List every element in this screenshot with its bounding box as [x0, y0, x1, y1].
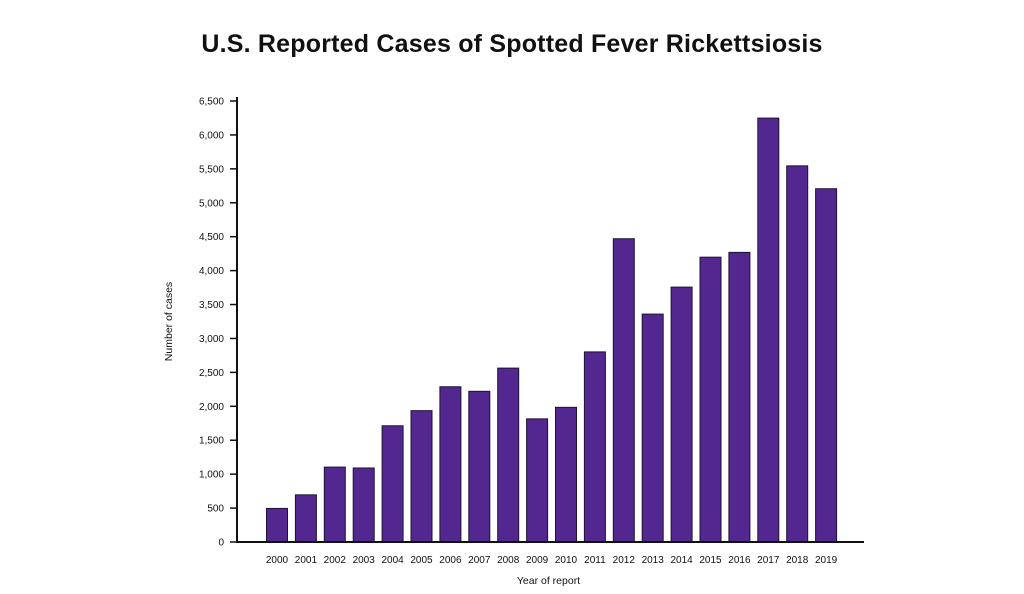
bar-2003	[352, 467, 375, 543]
x-tick-label: 2006	[439, 555, 462, 566]
x-axis: 2000 2001 2002 2003 2004 2005 2006 2007 2008 2009…	[237, 541, 864, 566]
x-tick-label: 2012	[613, 555, 636, 566]
bar-2015	[699, 256, 722, 543]
bar-2001	[294, 494, 317, 543]
bar-2014	[670, 286, 693, 543]
x-tick-label: 2007	[468, 555, 491, 566]
x-tick-label: 2008	[497, 555, 520, 566]
bar-2005	[410, 410, 433, 543]
bar-2018	[786, 165, 809, 543]
y-tick-label: 1,000	[199, 470, 224, 481]
bar-2017	[757, 117, 780, 543]
y-tick-label: 4,500	[199, 232, 224, 243]
bar-2002	[323, 466, 346, 543]
x-tick-label: 2004	[381, 555, 404, 566]
bar-2008	[497, 367, 520, 543]
y-tick-label: 0	[218, 538, 224, 549]
y-tick-label: 500	[207, 504, 224, 515]
y-tick-label: 1,500	[199, 436, 224, 447]
bar-2007	[468, 390, 491, 543]
bars-layer	[266, 117, 838, 543]
x-tick-label: 2010	[555, 555, 578, 566]
bar-2006	[439, 386, 462, 543]
y-tick-label: 4,000	[199, 266, 224, 277]
x-axis-title: Year of report	[517, 575, 580, 587]
y-axis-title: Number of cases	[163, 282, 175, 361]
x-tick-label: 2009	[526, 555, 549, 566]
x-tick-label: 2017	[757, 555, 780, 566]
bar-2004	[381, 425, 404, 543]
bar-2012	[612, 238, 635, 543]
y-tick-label: 3,000	[199, 334, 224, 345]
x-tick-label: 2011	[584, 555, 606, 566]
bar-2019	[815, 188, 838, 543]
y-tick-label: 5,000	[199, 198, 224, 209]
bar-2011	[583, 351, 606, 543]
chart-title: U.S. Reported Cases of Spotted Fever Ric…	[201, 30, 823, 58]
x-tick-label: 2013	[642, 555, 665, 566]
y-tick-label: 3,500	[199, 300, 224, 311]
x-tick-label: 2014	[670, 555, 693, 566]
bar-2010	[555, 406, 577, 543]
y-tick-label: 5,500	[199, 164, 224, 175]
y-tick-label: 2,500	[199, 368, 224, 379]
x-tick-label: 2018	[786, 555, 809, 566]
y-tick-label: 6,000	[199, 130, 224, 141]
x-tick-label: 2016	[728, 555, 751, 566]
x-tick-label: 2003	[353, 555, 376, 566]
bar-2009	[526, 418, 549, 543]
bar-2013	[641, 313, 664, 543]
bar-2016	[728, 251, 751, 543]
x-tick-label: 2015	[699, 555, 722, 566]
x-tick-label: 2000	[266, 555, 289, 566]
y-tick-label: 2,000	[199, 402, 224, 413]
y-tick-label: 6,500	[199, 97, 224, 108]
x-tick-label: 2001	[295, 555, 318, 566]
x-tick-label: 2019	[815, 555, 838, 566]
x-tick-label: 2005	[410, 555, 433, 566]
y-axis: 0 500 1,000 1,500 2,000 2,500 3,000 3,500 4,000 4…	[199, 97, 238, 549]
x-tick-label: 2002	[324, 555, 347, 566]
bar-2000	[266, 507, 288, 543]
